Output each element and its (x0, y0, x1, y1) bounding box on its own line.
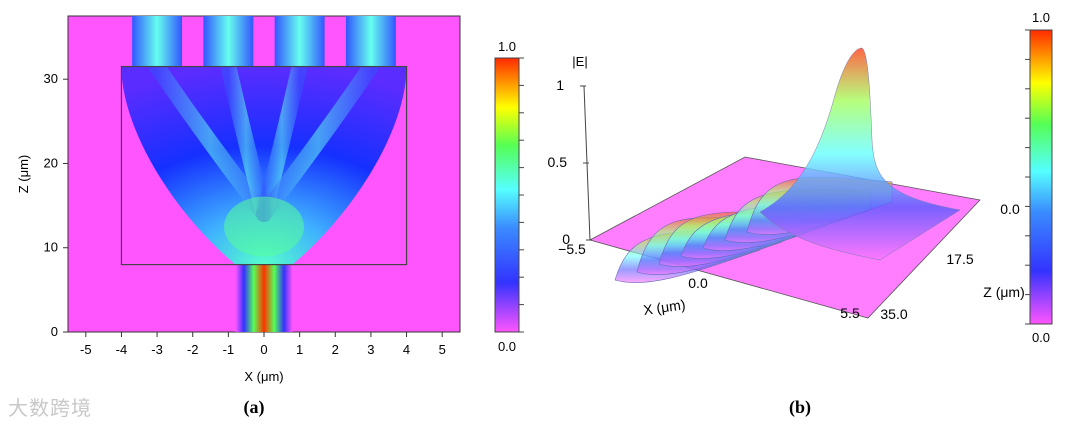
colorbar-a-ticks (519, 57, 524, 333)
panel-b: 00.51 |E| −5.50.05.5 X (μm) 0.017.535.0 … (548, 10, 1053, 418)
output-waveguide (203, 16, 254, 67)
interference-arm (220, 58, 272, 223)
surface-depth-label: Z (μm) (983, 284, 1025, 300)
y-tick-label: 10 (44, 240, 58, 255)
x-tick-label: 5 (439, 342, 446, 357)
caption-a: (a) (244, 397, 265, 418)
x-tick-label: -5 (80, 342, 92, 357)
panel-a: -5 -4 -3 -2 -1 0 1 2 3 4 5 0 10 20 30 X (μm) Z (μm) 1.… (16, 15, 524, 418)
caption-b: (b) (789, 397, 811, 418)
depth-tick-label: 17.5 (946, 251, 973, 267)
y-tick-label: 20 (44, 155, 58, 170)
colorbar-b-min-label: 0.0 (1032, 330, 1050, 345)
output-waveguide (274, 16, 325, 67)
surface-z-ticks: 00.51 (548, 77, 592, 247)
y-tick-label: 30 (44, 71, 58, 86)
x-tick-label: 0.0 (688, 275, 708, 291)
surface-peak (759, 47, 961, 261)
x-tick-label: -4 (116, 342, 128, 357)
output-waveguide (132, 16, 183, 67)
input-waveguide (235, 264, 293, 332)
surface-depth-ticks: 0.0 17.5 35.0 (880, 201, 1020, 322)
output-waveguide (345, 16, 396, 67)
z-tick-label: 0 (562, 231, 570, 247)
surface-x-ticks: −5.5 0.0 5.5 (558, 241, 860, 321)
x-tick-label: 5.5 (840, 305, 860, 321)
depth-tick-label: 35.0 (880, 306, 907, 322)
x-tick-label: −5.5 (558, 241, 586, 257)
z-tick-label: 0.5 (548, 154, 568, 170)
x-tick-label: 3 (367, 342, 374, 357)
heatmap-axes: -5 -4 -3 -2 -1 0 1 2 3 4 5 0 10 20 30 (44, 71, 446, 357)
heatmap-x-label: X (μm) (244, 369, 283, 384)
x-tick-label: -3 (151, 342, 163, 357)
x-tick-label: 2 (332, 342, 339, 357)
colorbar-a: 1.0 0.0 (494, 39, 524, 354)
watermark-logo: 大数跨境 (8, 396, 92, 420)
colorbar-b-ticks (1025, 29, 1030, 325)
colorbar-b: 1.0 0.0 (1025, 10, 1053, 345)
interference-arm (256, 58, 379, 223)
surface-x-label: X (μm) (642, 296, 686, 318)
x-tick-label: 1 (296, 342, 303, 357)
heatmap-y-label: Z (μm) (16, 155, 31, 194)
z-tick-label: 1 (556, 77, 564, 93)
surface-z-label: |E| (572, 54, 587, 69)
x-tick-label: -2 (187, 342, 199, 357)
x-tick-label: 4 (403, 342, 410, 357)
focal-glow (224, 196, 304, 257)
y-tick-label: 0 (51, 324, 58, 339)
colorbar-a-max-label: 1.0 (498, 39, 516, 54)
colorbar-a-min-label: 0.0 (498, 339, 516, 354)
interference-arm (149, 58, 272, 223)
taper-outline (120, 65, 408, 266)
x-tick-label: 0 (260, 342, 267, 357)
colorbar-b-max-label: 1.0 (1032, 10, 1050, 25)
depth-tick-label: 0.0 (1000, 201, 1020, 217)
heatmap-field (120, 16, 408, 332)
x-tick-label: -1 (223, 342, 235, 357)
